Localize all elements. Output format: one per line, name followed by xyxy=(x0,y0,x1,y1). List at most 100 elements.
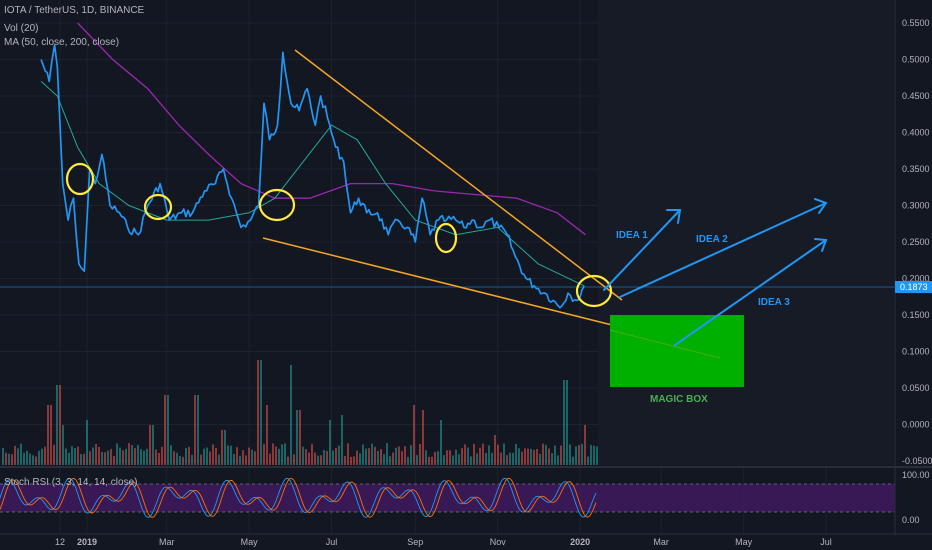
volume-bar xyxy=(524,448,526,465)
volume-bar xyxy=(401,451,403,465)
volume-bar xyxy=(338,445,340,465)
volume-bar xyxy=(56,385,58,465)
volume-bar xyxy=(206,447,208,465)
volume-bar xyxy=(311,443,313,465)
volume-bar xyxy=(512,452,514,465)
volume-bar xyxy=(449,450,451,465)
volume-bar xyxy=(281,444,283,465)
annotation-circle[interactable] xyxy=(434,222,458,254)
price-axis[interactable]: 0.5500 0.5000 0.4500 0.4000 0.3500 0.3000 0.25… xyxy=(902,18,932,466)
price-axis-tick: 0.2500 xyxy=(902,237,930,247)
volume-bar xyxy=(341,415,343,465)
upper-trendline[interactable] xyxy=(294,49,623,301)
volume-indicator-legend[interactable]: Vol (20) xyxy=(4,23,39,34)
volume-bar xyxy=(158,452,160,465)
volume-bar xyxy=(488,445,490,465)
price-axis-tick: 0.1000 xyxy=(902,347,930,357)
annotation-circle[interactable] xyxy=(65,162,95,196)
volume-bar xyxy=(266,405,268,465)
volume-bar xyxy=(269,453,271,465)
volume-bar xyxy=(560,445,562,465)
volume-bar xyxy=(164,395,166,465)
ma200-line xyxy=(77,22,586,236)
volume-bar xyxy=(50,405,52,465)
volume-bar xyxy=(218,454,220,465)
volume-bar xyxy=(362,444,364,465)
volume-bar xyxy=(221,430,223,465)
volume-bar xyxy=(365,448,367,465)
volume-bar xyxy=(455,449,457,465)
volume-bar xyxy=(278,448,280,465)
volume-bar xyxy=(509,452,511,465)
volume-bar xyxy=(377,451,379,465)
volume-bar xyxy=(257,360,259,465)
stoch-d-line xyxy=(0,477,597,519)
volume-bar xyxy=(503,443,505,465)
volume-bar xyxy=(326,450,328,465)
time-axis[interactable]: 12 2019 Mar May Jul Sep Nov 2020 Mar May Jul xyxy=(55,537,832,547)
volume-bar xyxy=(140,449,142,465)
volume-bar xyxy=(578,444,580,465)
lower-trendline[interactable] xyxy=(262,237,621,328)
volume-bar xyxy=(584,425,586,465)
volume-bar xyxy=(35,456,37,465)
volume-bar xyxy=(413,405,415,465)
volume-bar xyxy=(41,448,43,465)
magic-box[interactable] xyxy=(610,315,744,387)
volume-bar xyxy=(515,443,517,465)
time-axis-tick: Jul xyxy=(326,537,338,547)
volume-bar xyxy=(527,448,529,465)
volume-bar xyxy=(476,453,478,465)
volume-bar xyxy=(74,448,76,465)
volume-bar xyxy=(146,448,148,465)
volume-bar xyxy=(152,425,154,465)
volume-bar xyxy=(428,456,430,465)
volume-bar xyxy=(446,450,448,465)
volume-bar xyxy=(293,454,295,465)
volume-bar xyxy=(245,455,247,465)
volume-bar xyxy=(65,448,67,465)
annotation-circle[interactable] xyxy=(143,193,173,221)
idea3-arrowhead xyxy=(814,238,828,252)
idea1-arrow[interactable] xyxy=(603,209,681,291)
volume-bar xyxy=(239,455,241,465)
volume-bar xyxy=(203,448,205,465)
volume-bar xyxy=(92,447,94,465)
volume-bar xyxy=(314,452,316,465)
volume-bar xyxy=(173,451,175,465)
ma-indicator-legend[interactable]: MA (50, close, 200, close) xyxy=(4,37,120,48)
time-axis-tick: Mar xyxy=(159,537,175,547)
volume-bar xyxy=(104,452,106,465)
volume-bar xyxy=(485,453,487,465)
idea2-label: IDEA 2 xyxy=(696,234,728,245)
volume-bar xyxy=(332,450,334,465)
volume-bar xyxy=(425,450,427,465)
symbol-title[interactable]: IOTA / TetherUS, 1D, BINANCE xyxy=(4,5,145,16)
volume-bar xyxy=(248,447,250,465)
volume-bar xyxy=(230,445,232,465)
volume-bar xyxy=(317,455,319,465)
volume-bar xyxy=(479,447,481,465)
magic-box-inner-line xyxy=(609,329,721,359)
volume-bar xyxy=(506,455,508,465)
volume-bar xyxy=(548,448,550,465)
volume-bar xyxy=(260,360,262,465)
stoch-rsi-legend[interactable]: Stoch RSI (3, 3, 14, 14, close) xyxy=(4,477,138,488)
idea3-arrow[interactable] xyxy=(674,239,827,346)
volume-bar xyxy=(587,456,589,465)
volume-bar xyxy=(464,444,466,465)
volume-bar xyxy=(356,450,358,465)
annotation-circle[interactable] xyxy=(258,188,296,222)
volume-bar xyxy=(329,420,331,465)
volume-bar xyxy=(128,443,130,465)
annotation-circle[interactable] xyxy=(575,274,613,308)
volume-bar xyxy=(263,444,265,465)
idea2-arrow[interactable] xyxy=(619,202,827,298)
stoch-band xyxy=(0,484,895,512)
volume-bar xyxy=(251,449,253,465)
idea2-arrowhead xyxy=(814,198,828,214)
ma50-line xyxy=(40,81,585,287)
volume-bar xyxy=(533,449,535,465)
volume-bar xyxy=(47,405,49,465)
